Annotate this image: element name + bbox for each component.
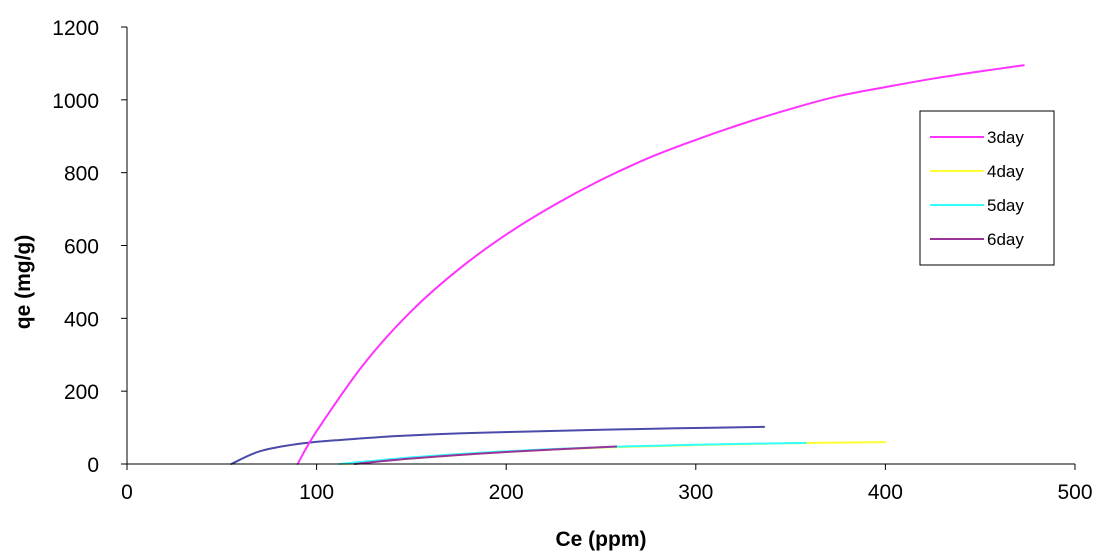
y-tick-label: 400 [64, 308, 99, 331]
series-line-3day [296, 64, 1025, 465]
y-tick-label: 600 [64, 236, 99, 259]
y-tick-label: 800 [64, 163, 99, 186]
ticks-layer: 0 200 400 600 800 1000 1200 0 100 200 300 400 500 [52, 17, 1092, 504]
x-tick-label: 400 [868, 481, 903, 504]
x-tick-label: 500 [1057, 481, 1092, 504]
legend-label-3day: 3day [987, 128, 1024, 147]
series-line-6day [353, 445, 618, 465]
y-tick-label: 1000 [52, 90, 99, 113]
series-layer [230, 64, 1025, 465]
y-tick-label: 1200 [52, 17, 99, 40]
x-tick-label: 100 [299, 481, 334, 504]
y-tick-label: 0 [87, 454, 99, 477]
x-axis-title: Ce (ppm) [556, 528, 647, 551]
x-tick-label: 300 [678, 481, 713, 504]
legend-label-5day: 5day [987, 196, 1024, 215]
legend: 3day 4day 5day 6day [919, 110, 1055, 266]
x-tick-label: 0 [121, 481, 133, 504]
legend-label-4day: 4day [987, 162, 1024, 181]
y-tick-label: 200 [64, 381, 99, 404]
y-axis-title: qe (mg/g) [12, 235, 35, 330]
legend-label-6day: 6day [987, 230, 1024, 249]
series-line-unlabeled [230, 425, 766, 465]
x-tick-label: 200 [489, 481, 524, 504]
